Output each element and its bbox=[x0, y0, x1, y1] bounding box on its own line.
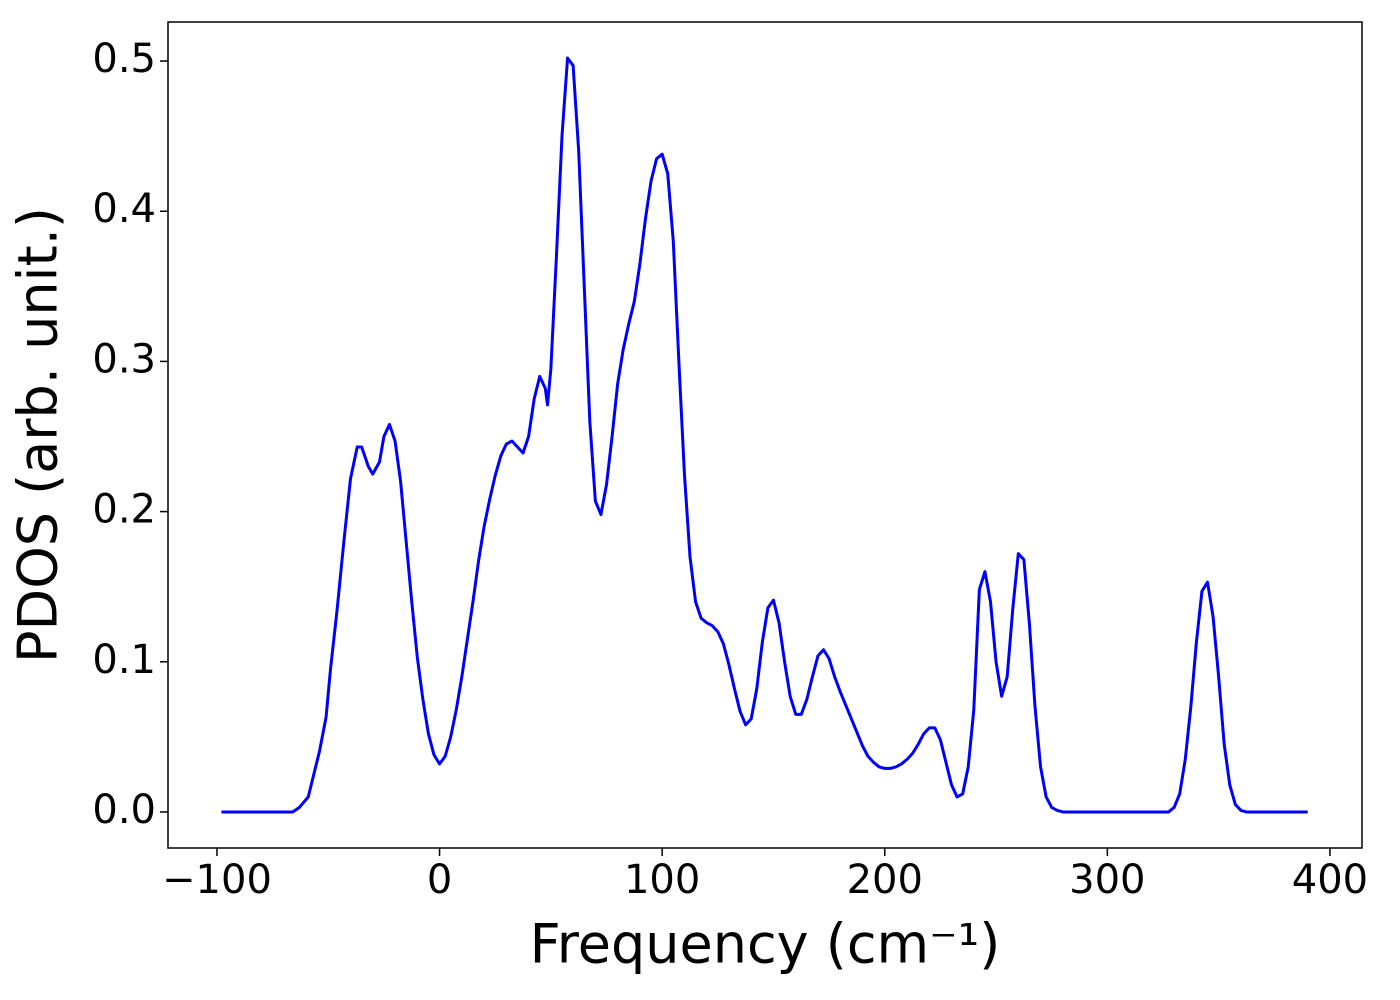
x-tick-label: 200 bbox=[847, 857, 923, 903]
x-tick-label: 100 bbox=[624, 857, 700, 903]
data-line bbox=[221, 56, 1308, 814]
plot-frame bbox=[167, 21, 1363, 849]
y-tick-label: 0.5 bbox=[92, 36, 156, 82]
x-tick-label: 400 bbox=[1292, 857, 1368, 903]
y-tick-label: 0.3 bbox=[92, 336, 156, 382]
y-tick-label: 0.0 bbox=[92, 787, 156, 833]
x-tick-label: −100 bbox=[162, 857, 272, 903]
y-tick-label: 0.4 bbox=[92, 186, 156, 232]
x-tick-label: 300 bbox=[1069, 857, 1145, 903]
x-axis-label: Frequency (cm⁻¹) bbox=[530, 913, 1001, 976]
y-tick-label: 0.2 bbox=[92, 487, 156, 533]
y-axis-label: PDOS (arb. unit.) bbox=[7, 207, 70, 663]
x-tick-label: 0 bbox=[427, 857, 452, 903]
y-tick-label: 0.1 bbox=[92, 637, 156, 683]
